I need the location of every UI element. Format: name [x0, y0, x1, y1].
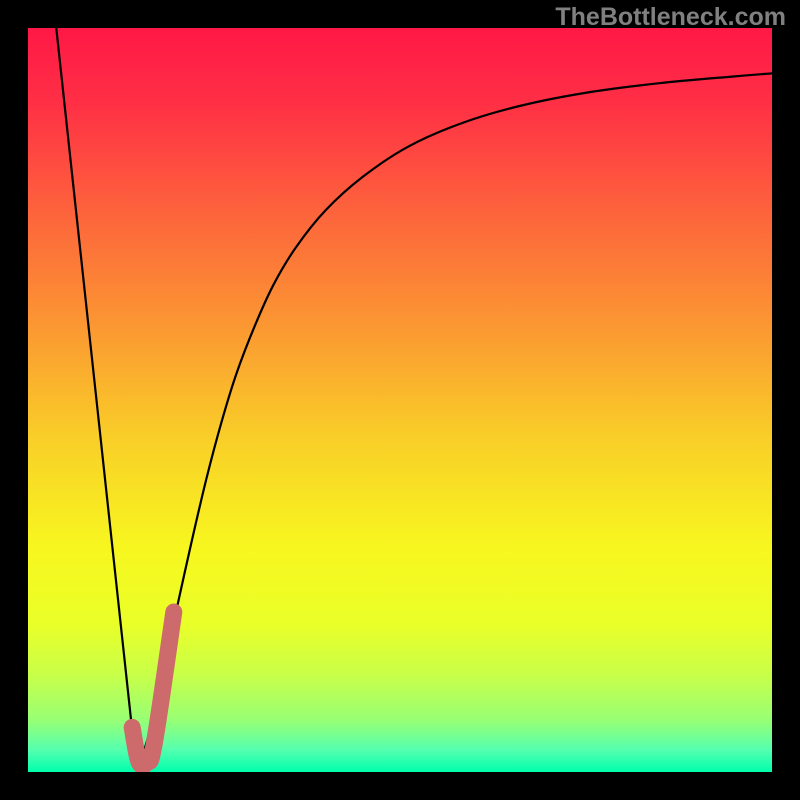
plot-svg — [28, 28, 772, 772]
gradient-background — [28, 28, 772, 772]
chart-root: TheBottleneck.com — [0, 0, 800, 800]
plot-area — [28, 28, 772, 772]
watermark-label: TheBottleneck.com — [555, 3, 786, 32]
